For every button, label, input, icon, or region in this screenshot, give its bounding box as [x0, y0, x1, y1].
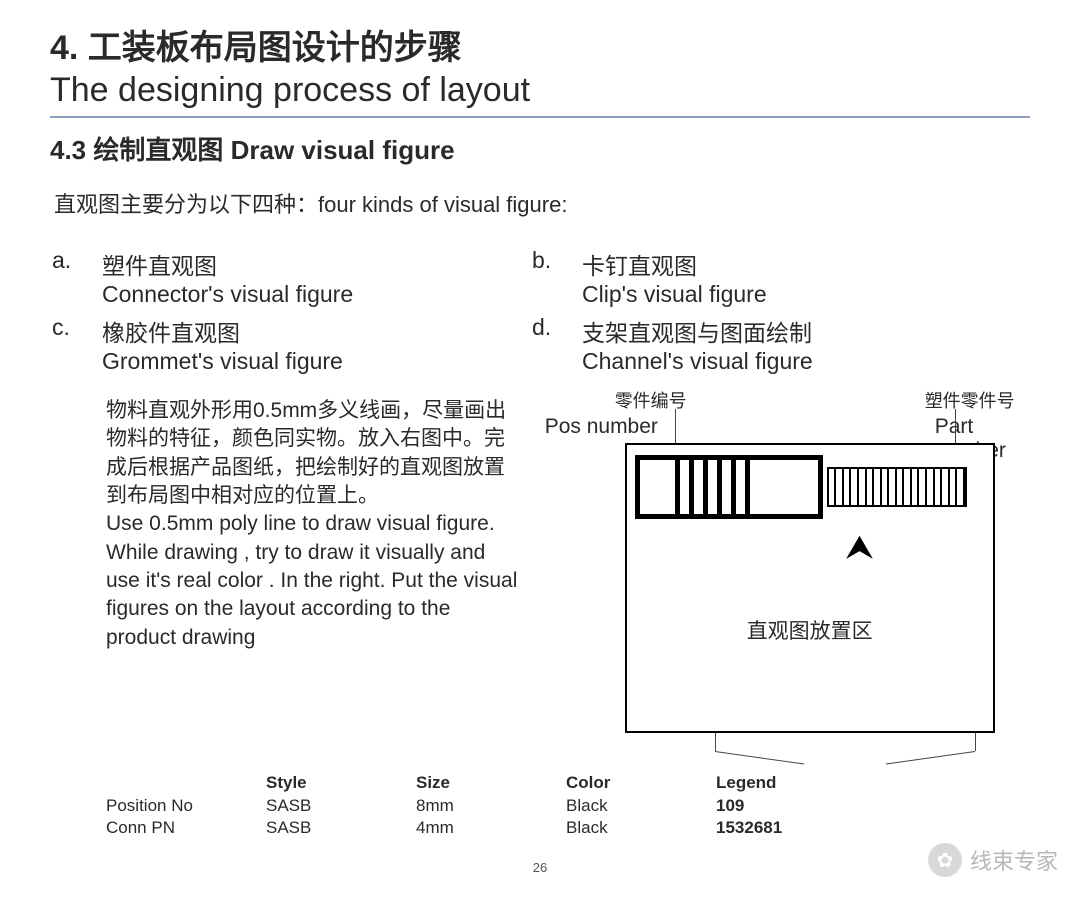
main-title-zh: 4. 工装板布局图设计的步骤 [50, 20, 1030, 69]
cell: 1532681 [716, 817, 866, 839]
placement-area-label: 直观图放置区 [627, 615, 993, 645]
cell: 8mm [416, 795, 566, 817]
th-style: Style [266, 771, 416, 795]
th-size: Size [416, 771, 566, 795]
item-b-zh: 卡钉直观图 [582, 253, 697, 279]
list-item-a: a.塑件直观图 Connector's visual figure [52, 247, 522, 308]
connector-icon [635, 455, 823, 519]
item-b-en: Clip's visual figure [582, 281, 1052, 308]
item-b-label: b. [532, 247, 582, 274]
table-row: Position No SASB 8mm Black 109 [106, 795, 866, 817]
item-a-label: a. [52, 247, 102, 274]
leader-line [715, 733, 716, 751]
arrow-up-icon: ⮝ [847, 531, 873, 565]
body-paragraph: 物料直观外形用0.5mm多义线画，尽量画出物料的特征，颜色同实物。放入右图中。完… [106, 397, 525, 753]
watermark-icon: ✿ [928, 843, 962, 877]
intro-text: 直观图主要分为以下四种：four kinds of visual figure: [54, 187, 1030, 219]
item-c-en: Grommet's visual figure [102, 348, 522, 375]
th-blank [106, 771, 266, 795]
four-kinds-list: a.塑件直观图 Connector's visual figure b.卡钉直观… [52, 247, 1030, 375]
cell: Conn PN [106, 817, 266, 839]
cell: SASB [266, 817, 416, 839]
cell: 4mm [416, 817, 566, 839]
item-c-zh: 橡胶件直观图 [102, 320, 240, 346]
section-title: 4.3 绘制直观图 Draw visual figure [50, 130, 1030, 167]
item-d-en: Channel's visual figure [582, 348, 1052, 375]
th-legend: Legend [716, 771, 866, 795]
table-row: Conn PN SASB 4mm Black 1532681 [106, 817, 866, 839]
main-title-en: The designing process of layout [50, 71, 1030, 110]
cell: Black [566, 817, 716, 839]
leader-line [975, 733, 976, 751]
item-a-zh: 塑件直观图 [102, 253, 217, 279]
part-comb-icon [827, 467, 967, 507]
cell: 109 [716, 795, 866, 817]
table-header-row: Style Size Color Legend [106, 771, 866, 795]
title-rule [50, 116, 1030, 118]
pos-number-en: Pos number [545, 415, 658, 439]
watermark-text: 线束专家 [970, 844, 1058, 876]
cell: Position No [106, 795, 266, 817]
leader-line [715, 751, 804, 765]
th-color: Color [566, 771, 716, 795]
watermark: ✿ 线束专家 [928, 843, 1058, 877]
cell: Black [566, 795, 716, 817]
list-item-c: c.橡胶件直观图 Grommet's visual figure [52, 314, 522, 375]
legend-table: Style Size Color Legend Position No SASB… [106, 771, 866, 839]
visual-figure-diagram: 零件编号 塑件零件号 Pos number Part number ⮝ 直观图放… [545, 393, 1030, 753]
cell: SASB [266, 795, 416, 817]
item-c-label: c. [52, 314, 102, 341]
item-d-zh: 支架直观图与图面绘制 [582, 320, 812, 346]
diagram-frame: ⮝ 直观图放置区 [625, 443, 995, 733]
list-item-d: d.支架直观图与图面绘制 Channel's visual figure [532, 314, 1052, 375]
item-a-en: Connector's visual figure [102, 281, 522, 308]
leader-line [675, 409, 676, 443]
part-number-zh: 塑件零件号 [925, 387, 1015, 413]
page-number: 26 [0, 860, 1080, 875]
list-item-b: b.卡钉直观图 Clip's visual figure [532, 247, 1052, 308]
leader-line [885, 751, 974, 765]
pos-number-zh: 零件编号 [615, 387, 687, 413]
item-d-label: d. [532, 314, 582, 341]
